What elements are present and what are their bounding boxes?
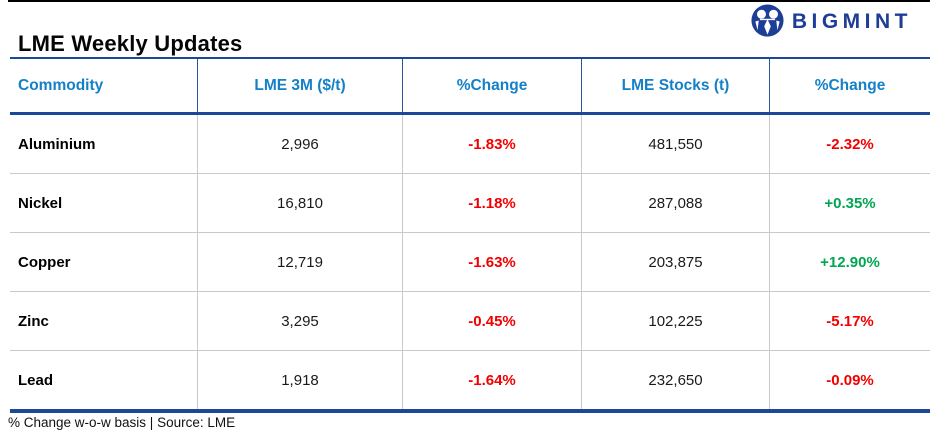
price-change-value: -1.18% [403, 174, 582, 232]
commodity-name: Copper [10, 233, 198, 291]
bigmint-people-icon [750, 4, 785, 39]
price-change-value: -1.64% [403, 351, 582, 409]
col-header-commodity: Commodity [10, 59, 198, 112]
table-header-row: Commodity LME 3M ($/t) %Change LME Stock… [10, 59, 930, 115]
lme-weekly-table: Commodity LME 3M ($/t) %Change LME Stock… [10, 57, 930, 413]
stocks-value: 102,225 [582, 292, 770, 350]
stocks-value: 481,550 [582, 115, 770, 173]
table-row-lead: Lead 1,918 -1.64% 232,650 -0.09% [10, 351, 930, 409]
col-header-lme-3m: LME 3M ($/t) [198, 59, 403, 112]
table-row-copper: Copper 12,719 -1.63% 203,875 +12.90% [10, 233, 930, 292]
lme-3m-value: 2,996 [198, 115, 403, 173]
commodity-name: Zinc [10, 292, 198, 350]
stocks-value: 232,650 [582, 351, 770, 409]
table-row-aluminium: Aluminium 2,996 -1.83% 481,550 -2.32% [10, 115, 930, 174]
col-header-lme-stocks: LME Stocks (t) [582, 59, 770, 112]
lme-3m-value: 1,918 [198, 351, 403, 409]
bigmint-logo[interactable]: BIGMINT [750, 4, 912, 39]
commodity-name: Aluminium [10, 115, 198, 173]
table-row-nickel: Nickel 16,810 -1.18% 287,088 +0.35% [10, 174, 930, 233]
commodity-name: Nickel [10, 174, 198, 232]
source-footnote: % Change w-o-w basis | Source: LME [8, 415, 236, 430]
col-header-stocks-change: %Change [814, 76, 886, 94]
stocks-change-value: -5.17% [826, 312, 874, 330]
stocks-change-value: +12.90% [820, 253, 880, 271]
stocks-value: 203,875 [582, 233, 770, 291]
stocks-change-value: +0.35% [824, 194, 876, 212]
bigmint-wordmark: BIGMINT [791, 9, 912, 33]
page-title: LME Weekly Updates [18, 31, 243, 56]
top-border-rule [8, 0, 930, 2]
lme-3m-value: 3,295 [198, 292, 403, 350]
col-header-price-change: %Change [403, 59, 582, 112]
table-row-zinc: Zinc 3,295 -0.45% 102,225 -5.17% [10, 292, 930, 351]
commodity-name: Lead [10, 351, 198, 409]
stocks-change-value: -0.09% [826, 371, 874, 389]
price-change-value: -1.63% [403, 233, 582, 291]
stocks-change-value: -2.32% [826, 135, 874, 153]
price-change-value: -1.83% [403, 115, 582, 173]
stocks-value: 287,088 [582, 174, 770, 232]
lme-3m-value: 12,719 [198, 233, 403, 291]
price-change-value: -0.45% [403, 292, 582, 350]
lme-3m-value: 16,810 [198, 174, 403, 232]
